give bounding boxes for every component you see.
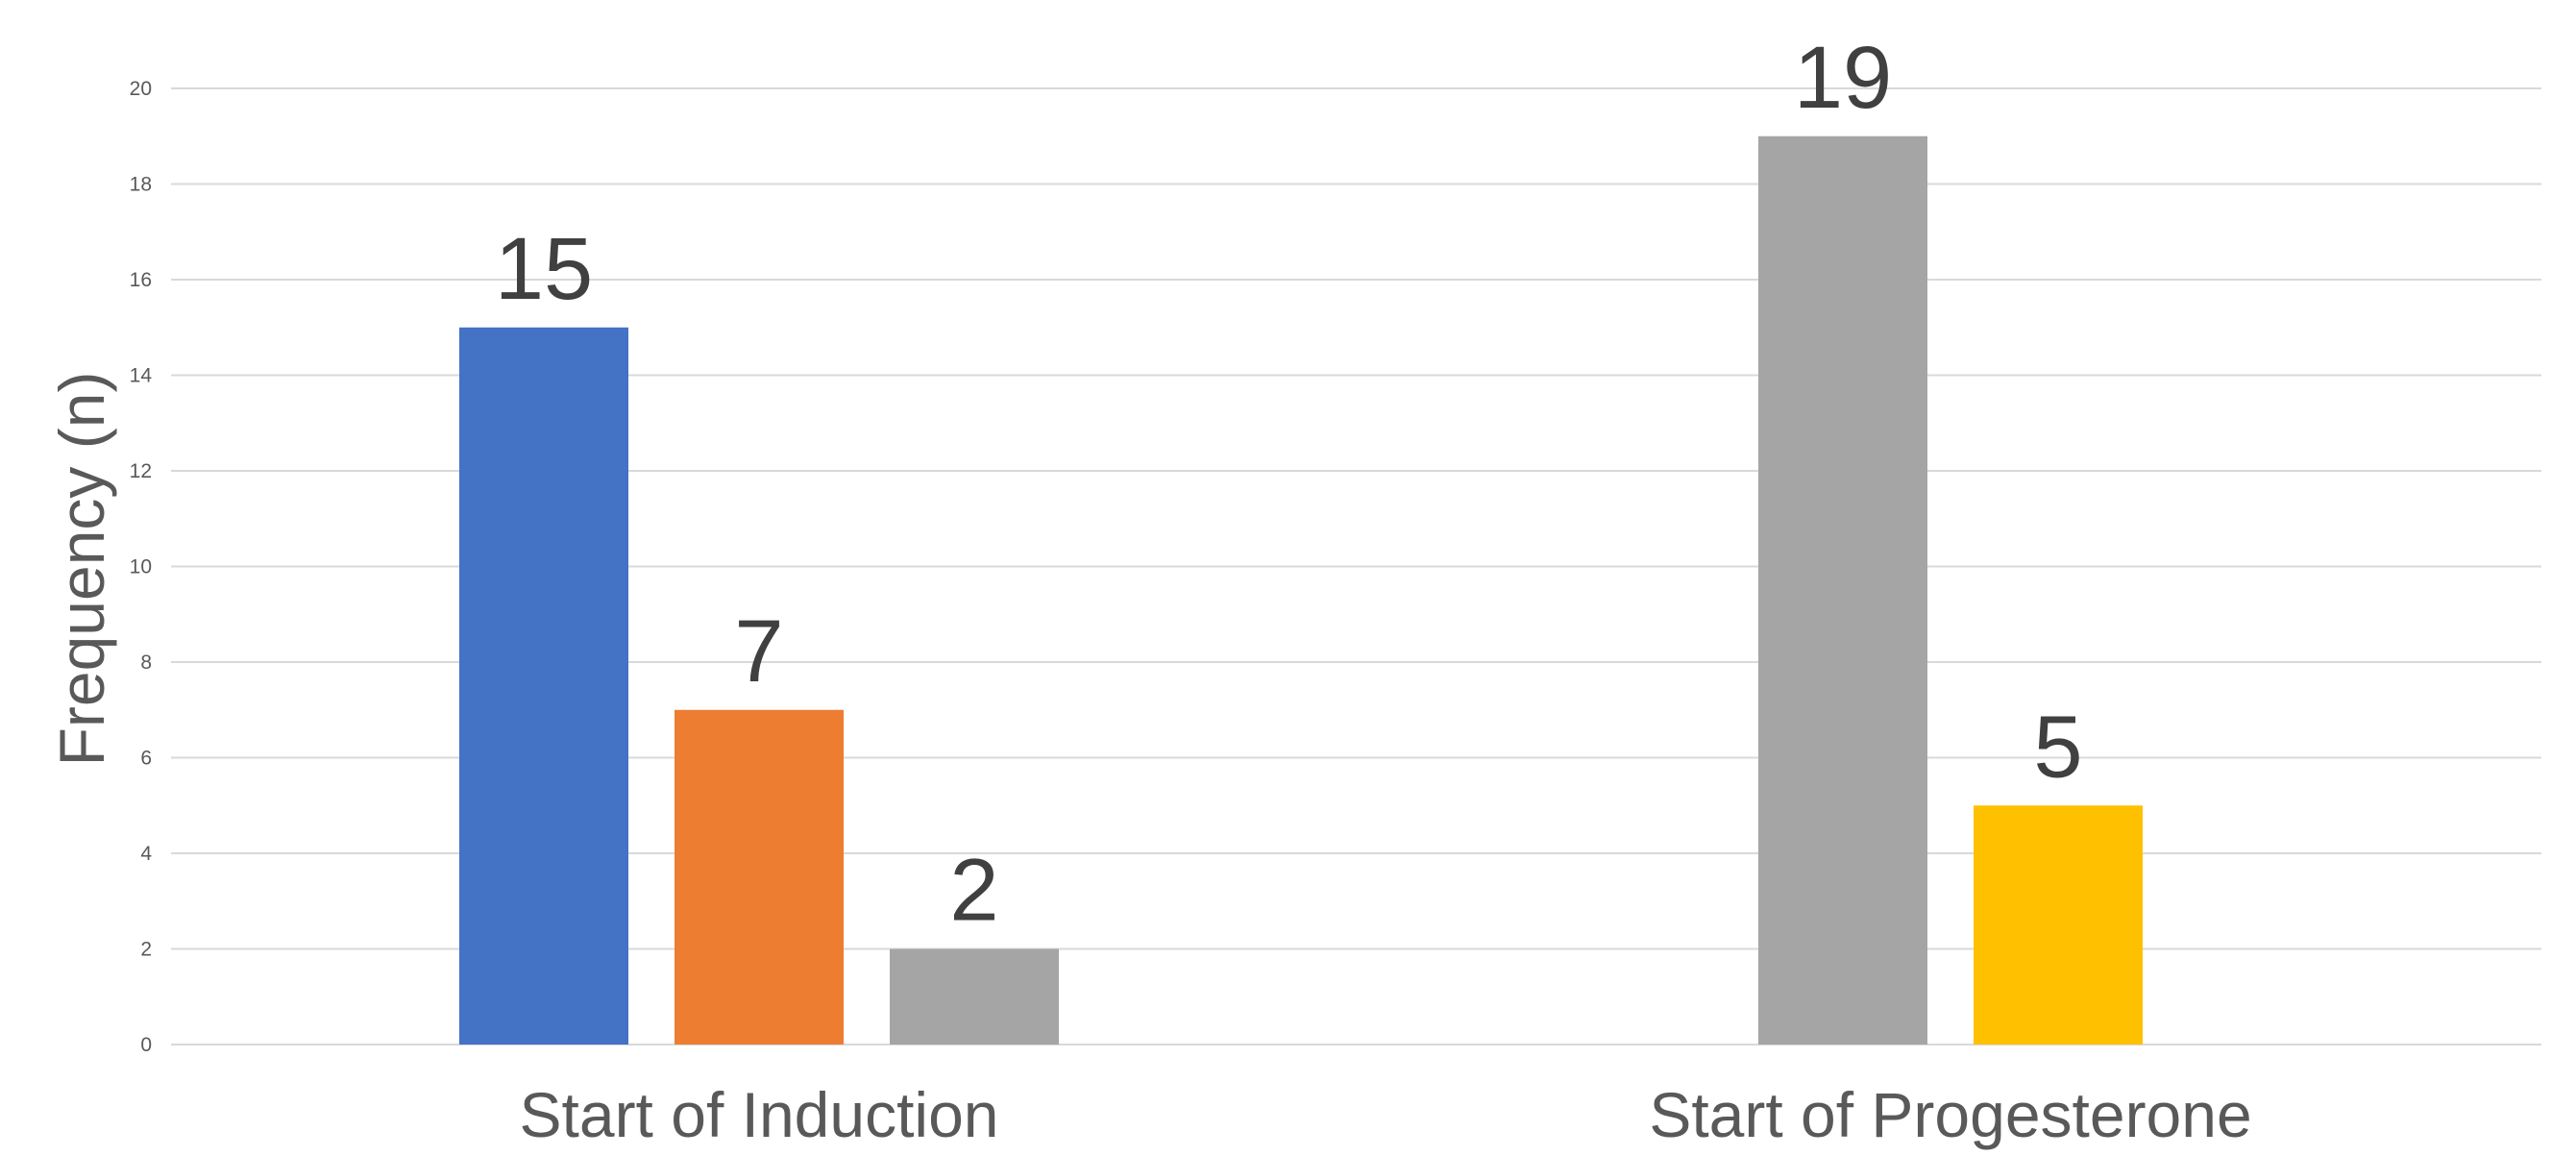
y-tick-label: 12 [130, 460, 152, 482]
x-axis-categories: Start of Induction Start of Progesterone [520, 1079, 2252, 1150]
y-tick-label: 16 [130, 269, 152, 291]
y-axis-ticks: 0 2 4 6 8 10 12 14 16 18 20 [130, 78, 153, 1056]
bar-induction-1 [459, 328, 628, 1045]
category-label: Start of Induction [520, 1079, 999, 1150]
bar-progesterone-1 [1758, 136, 1927, 1045]
data-label: 7 [734, 603, 783, 701]
y-tick-label: 4 [140, 843, 152, 865]
bar-induction-2 [675, 710, 844, 1045]
data-label: 5 [2033, 698, 2082, 796]
y-tick-label: 10 [130, 556, 152, 578]
y-tick-label: 18 [130, 174, 152, 196]
y-tick-label: 14 [130, 365, 153, 387]
data-label: 2 [949, 842, 998, 940]
y-axis-title: Frequency (n) [46, 372, 117, 767]
data-label: 15 [495, 220, 593, 318]
y-tick-label: 8 [140, 652, 152, 674]
y-tick-label: 2 [140, 939, 152, 961]
category-label: Start of Progesterone [1649, 1079, 2251, 1150]
bar-induction-3 [890, 949, 1059, 1045]
y-tick-label: 0 [140, 1034, 152, 1056]
y-tick-label: 6 [140, 748, 152, 770]
y-tick-label: 20 [130, 78, 152, 100]
bar-progesterone-2 [1974, 805, 2143, 1045]
bars [459, 136, 2143, 1045]
data-label: 19 [1794, 29, 1892, 127]
